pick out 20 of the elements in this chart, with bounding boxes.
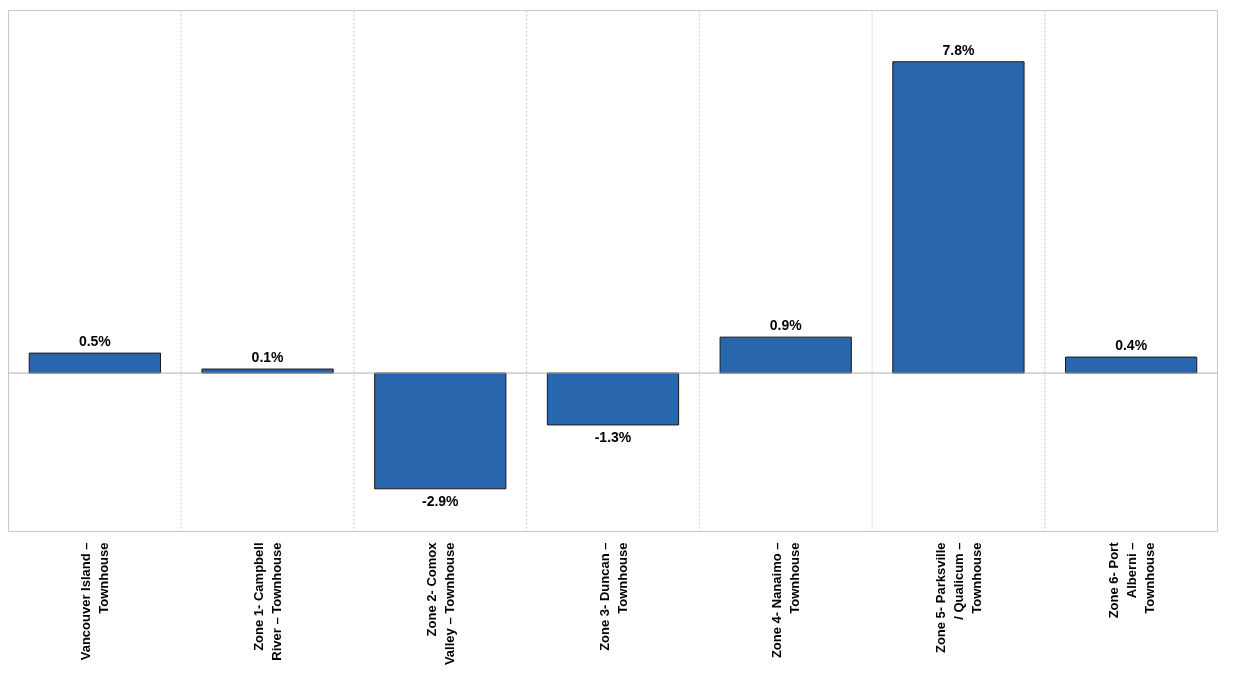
x-tick-label: Zone 1- Campbell River – Townhouse [251,542,285,661]
data-label: 0.9% [769,317,803,334]
data-label: 7.8% [942,41,975,58]
x-tick-label: Vancouver Island – Townhouse [78,542,112,661]
x-tick-label: Zone 2- Comox Valley – Townhouse [423,541,457,666]
data-label: 0.5% [78,333,112,350]
x-tick-label: Zone 3- Duncan – Townhouse [596,542,630,651]
x-tick-label: Zone 5- Parksville / Qualicum – Townhouse [932,542,984,654]
bar [892,61,1025,374]
x-tick-label: Zone 6- Port Alberni – Townhouse [1105,541,1157,619]
bar [374,372,507,490]
data-label: 0.1% [251,349,285,366]
data-label: -2.9% [422,492,460,509]
bar [28,352,161,374]
bar [546,372,680,426]
x-tick-label: Zone 4- Nanaimo – Townhouse [769,542,803,659]
bar [1065,356,1198,374]
data-label: 0.4% [1115,337,1148,354]
bar [719,336,852,374]
data-label: -1.3% [594,428,632,445]
